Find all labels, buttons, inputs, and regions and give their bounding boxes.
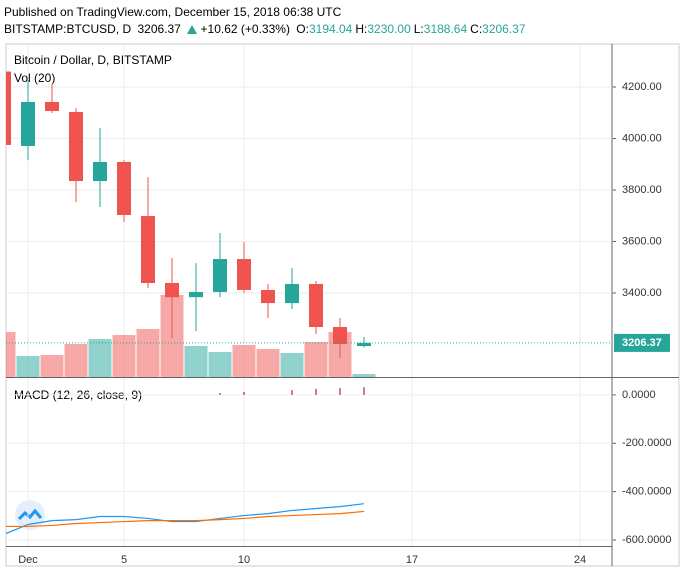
x-tick-label: 5 — [121, 554, 127, 566]
histogram-bar — [219, 392, 222, 395]
ohlc: O:3194.04 H:3230.00 L:3188.64 C:3206.37 — [296, 22, 528, 36]
volume-bar — [6, 332, 16, 377]
frame — [5, 43, 680, 567]
y-tick-label: 3400.00 — [622, 287, 662, 299]
candle-body — [333, 327, 348, 345]
candle-body — [165, 282, 180, 298]
candle-body — [309, 284, 324, 328]
y-tick-label: 0.0000 — [622, 389, 656, 401]
candle-body — [117, 161, 132, 216]
symbol-line: BITSTAMP:BTCUSD, D 3206.37 +10.62 (+0.33… — [4, 21, 532, 38]
candle-body — [141, 216, 156, 283]
up-arrow — [187, 25, 198, 35]
ohlc-value: 3230.00 — [367, 22, 411, 36]
volume-bar — [16, 356, 40, 377]
chart-title: Bitcoin / Dollar, D, BITSTAMP — [14, 53, 172, 67]
volume-bar — [40, 355, 64, 377]
candle-body — [45, 101, 60, 111]
volume-bar — [208, 352, 232, 377]
volume-bar — [352, 374, 376, 377]
last-price-box — [614, 333, 670, 352]
histogram-bar — [243, 392, 246, 395]
y-tick-label: 3800.00 — [622, 184, 662, 196]
volume-bar — [280, 353, 304, 377]
published: Published on TradingView.com, December 1… — [4, 5, 342, 19]
ohlc-label: L: — [413, 22, 424, 36]
volume-label: Vol (20) — [14, 71, 55, 85]
macd-line — [6, 503, 365, 535]
volume-bar — [256, 349, 280, 377]
ohlc-label: O: — [296, 22, 309, 36]
candle-body — [261, 289, 276, 304]
candle-body — [6, 71, 12, 145]
candle-body — [21, 101, 36, 146]
candle-body — [213, 259, 228, 293]
change: +10.62 (+0.33%) — [200, 22, 290, 36]
histogram-bar — [315, 388, 318, 395]
ohlc-value: 3206.37 — [482, 22, 526, 36]
candle-body — [69, 111, 84, 182]
price: 3206.37 — [137, 22, 181, 36]
y-tick-label: 3600.00 — [622, 235, 662, 247]
volume-bar — [88, 339, 112, 377]
histogram-bar — [339, 387, 342, 395]
y-tick-label: 4000.00 — [622, 132, 662, 144]
ohlc-value: 3194.04 — [308, 22, 353, 36]
candle-body — [237, 259, 252, 290]
macd-line — [6, 510, 365, 528]
volume-bar — [112, 335, 136, 377]
y-tick-label: -200.0000 — [622, 437, 672, 449]
candle-body — [285, 284, 300, 304]
volume-bar — [64, 344, 88, 377]
symbol: BITSTAMP:BTCUSD, D — [4, 22, 132, 36]
candle-body — [357, 342, 372, 347]
x-tick-label: Dec — [18, 554, 38, 566]
ohlc-label: C: — [470, 22, 483, 36]
header: Published on TradingView.com, December 1… — [4, 4, 532, 38]
volume-bar — [232, 345, 256, 377]
x-tick-label: 17 — [406, 554, 418, 566]
volume-bar — [136, 329, 160, 377]
volume-bar — [184, 346, 208, 377]
plot-area — [6, 387, 366, 535]
ohlc-label: H: — [355, 22, 368, 36]
y-tick-label: -600.0000 — [622, 534, 672, 546]
x-tick-label: 10 — [238, 554, 250, 566]
volume-bar — [304, 342, 328, 377]
histogram-bar — [363, 387, 366, 395]
x-tick-label: 24 — [574, 554, 586, 566]
histogram-bar — [291, 390, 294, 395]
y-tick-label: -400.0000 — [622, 486, 672, 498]
last-price-label: 3206.37 — [622, 337, 662, 349]
plot-area — [6, 71, 376, 377]
candle-body — [189, 292, 204, 298]
y-tick-label: 4200.00 — [622, 81, 662, 93]
ohlc-value: 3188.64 — [423, 22, 468, 36]
candle-body — [93, 161, 108, 182]
